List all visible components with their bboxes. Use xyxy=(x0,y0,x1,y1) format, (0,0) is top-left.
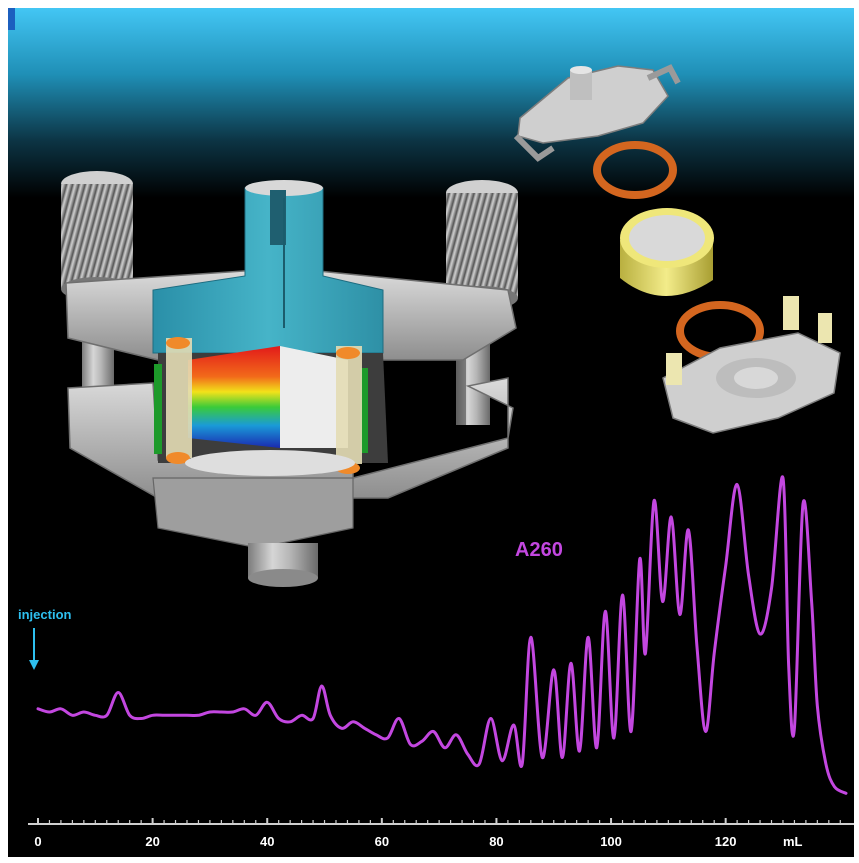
x-tick-label: 120 xyxy=(715,834,737,849)
cell-illustration xyxy=(61,171,518,587)
figure-canvas: 0 20 40 60 80 100 120 mL A260 injection xyxy=(8,8,854,849)
injection-label: injection xyxy=(18,607,72,622)
x-tick-label: 40 xyxy=(260,834,274,849)
bottom-plate xyxy=(662,296,841,434)
exploded-parts xyxy=(513,64,841,434)
sky-gradient xyxy=(8,8,854,198)
x-tick-label: 60 xyxy=(375,834,389,849)
o-ring-top xyxy=(593,141,677,199)
right-knob xyxy=(446,180,518,425)
corner-marker xyxy=(8,8,15,30)
membrane-holder xyxy=(620,208,714,297)
x-tick-label: 80 xyxy=(489,834,503,849)
top-cap xyxy=(513,64,681,162)
separation-gradient xyxy=(188,346,280,448)
figure-frame: 0 20 40 60 80 100 120 mL A260 injection xyxy=(8,8,854,857)
x-tick-label: 100 xyxy=(600,834,622,849)
x-tick-label: 0 xyxy=(34,834,41,849)
series-label-a260: A260 xyxy=(515,539,563,561)
series-line-a260 xyxy=(36,475,848,795)
x-unit-label: mL xyxy=(783,834,803,849)
chromatogram: 0 20 40 60 80 100 120 mL A260 injection xyxy=(18,475,854,849)
injection-arrow-head xyxy=(29,660,39,670)
x-tick-label: 20 xyxy=(145,834,159,849)
